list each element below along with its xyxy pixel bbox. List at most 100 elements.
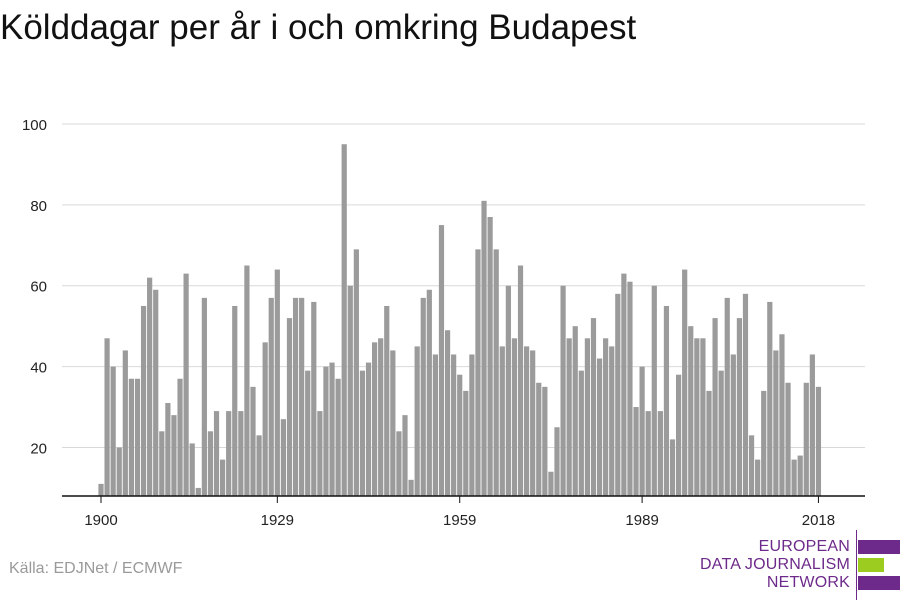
bar <box>451 354 457 496</box>
logo-text-line: DATA JOURNALISM <box>700 556 850 573</box>
bar <box>493 249 499 496</box>
x-tick-label: 2018 <box>802 512 835 529</box>
bar <box>110 366 116 496</box>
logo-bar-icon <box>858 540 900 554</box>
bar <box>779 334 785 496</box>
bar <box>572 326 578 496</box>
x-tick-label: 1989 <box>625 512 658 529</box>
bar <box>134 378 141 496</box>
bar <box>682 269 688 496</box>
y-tick-label: 80 <box>30 198 47 215</box>
bar <box>226 411 232 496</box>
logo-bar-icon <box>858 558 884 572</box>
x-tick-label: 1900 <box>84 512 117 529</box>
x-axis-tick-labels: 1900 1929 1959 1989 2018 <box>84 512 835 529</box>
y-tick-label: 40 <box>30 360 47 377</box>
bar <box>323 366 329 496</box>
bar <box>189 443 195 496</box>
bar <box>207 431 214 496</box>
y-tick-label: 100 <box>22 117 47 134</box>
bar <box>232 305 238 496</box>
bar <box>195 487 201 496</box>
bar <box>183 273 189 496</box>
bar <box>286 318 293 496</box>
x-axis <box>62 495 865 503</box>
bar <box>159 431 165 496</box>
bar <box>530 350 536 496</box>
bar <box>578 370 584 496</box>
bar <box>329 362 335 496</box>
bar <box>724 297 730 496</box>
bar <box>730 354 736 496</box>
bar <box>627 281 633 496</box>
chart-title: Kölddagar per år i och omkring Budapest <box>0 8 637 47</box>
bar <box>335 378 341 496</box>
bar <box>104 338 110 496</box>
bar <box>365 362 372 496</box>
bar <box>742 293 749 496</box>
bar <box>177 378 183 496</box>
bar <box>815 386 822 496</box>
bar <box>396 431 402 496</box>
bar <box>542 386 548 496</box>
y-axis-tick-labels: 20 40 60 80 100 <box>22 117 47 457</box>
bar <box>116 447 122 496</box>
bar <box>317 411 323 496</box>
bar <box>457 374 463 496</box>
bar <box>463 390 469 496</box>
bar <box>809 354 815 496</box>
bar <box>803 382 809 496</box>
bar <box>487 217 493 496</box>
logo-bar-icon <box>858 576 900 590</box>
bar <box>755 459 761 496</box>
bar <box>499 346 505 496</box>
bar <box>171 415 177 496</box>
bar <box>663 305 670 496</box>
bar <box>347 285 353 496</box>
bar <box>238 411 244 496</box>
bar <box>213 411 220 496</box>
bar <box>311 301 317 496</box>
y-tick-label: 60 <box>30 279 47 296</box>
bar <box>621 273 627 496</box>
bar <box>773 350 779 496</box>
x-tick-label: 1929 <box>261 512 294 529</box>
bar <box>651 285 657 496</box>
bar <box>548 471 554 496</box>
bar <box>244 265 250 496</box>
bar <box>280 419 286 496</box>
bar <box>566 338 572 496</box>
bar <box>262 342 268 496</box>
bar <box>274 269 280 496</box>
bar <box>390 350 396 496</box>
bar <box>669 439 676 496</box>
bar <box>378 338 384 496</box>
y-tick-label: 20 <box>30 440 47 457</box>
bar <box>554 427 560 496</box>
bar <box>736 318 742 496</box>
bar <box>420 297 426 496</box>
bar <box>694 338 700 496</box>
bar <box>761 390 767 496</box>
bar <box>299 297 305 496</box>
bar <box>372 342 378 496</box>
bar <box>408 479 414 496</box>
logo-text-line: EUROPEAN <box>758 538 850 555</box>
bar <box>469 354 475 496</box>
bar <box>140 305 147 496</box>
bar <box>505 285 511 496</box>
logo-divider <box>856 530 857 600</box>
bar <box>384 305 390 496</box>
bar <box>481 200 487 496</box>
bar <box>688 326 694 496</box>
bar <box>676 374 682 496</box>
bar <box>785 382 791 496</box>
bar <box>341 144 347 496</box>
bar <box>475 249 481 496</box>
bar <box>524 346 530 496</box>
bar <box>712 318 718 496</box>
bar <box>128 378 134 496</box>
bar <box>767 301 773 496</box>
bar <box>268 297 274 496</box>
